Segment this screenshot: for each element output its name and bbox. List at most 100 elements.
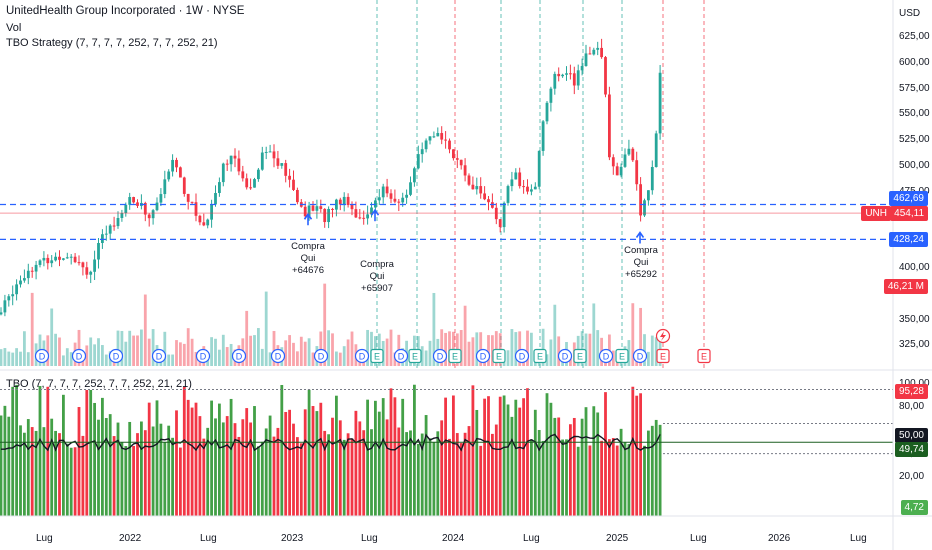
volume-bar <box>194 351 198 366</box>
price-tick-label: 525,00 <box>899 134 930 146</box>
dividend-marker: D <box>432 348 448 364</box>
oscillator-bar <box>370 429 373 516</box>
oscillator-bar <box>576 446 580 516</box>
oscillator-bar <box>233 423 237 516</box>
volume-bar <box>182 343 186 366</box>
candle-body <box>459 159 463 166</box>
volume-bar <box>245 310 249 366</box>
volume-bar <box>596 330 600 366</box>
price-tick-label: 575,00 <box>899 82 930 94</box>
volume-bar <box>77 329 81 366</box>
candle-body <box>549 88 553 103</box>
oscillator-bar <box>280 384 284 516</box>
dividend-marker-label: D <box>437 352 444 362</box>
volume-bar <box>491 335 494 366</box>
candle-body <box>190 201 194 203</box>
oscillator-bar <box>42 427 46 516</box>
dividend-marker-circle <box>432 348 448 364</box>
oscillator-bar <box>198 416 202 516</box>
oscillator-legend[interactable]: TBO (7, 7, 7, 7, 252, 7, 7, 252, 21, 21) <box>6 378 192 390</box>
candle-body <box>179 167 182 178</box>
oscillator-bar <box>565 439 568 516</box>
volume-bar <box>530 332 533 366</box>
oscillator-bar <box>639 393 642 516</box>
currency-label[interactable]: USD <box>899 8 921 19</box>
candle-body <box>522 186 525 188</box>
volume-bar <box>272 330 276 366</box>
candle-body <box>132 197 135 203</box>
oscillator-bar <box>381 398 385 516</box>
osc-upper-tag: 95,28 <box>894 384 928 399</box>
dividend-marker-label: D <box>236 352 243 362</box>
candle-body <box>526 186 529 192</box>
volume-bar <box>186 328 190 366</box>
volume-bar <box>440 329 444 366</box>
volume-bar <box>132 335 135 366</box>
earnings-marker-box <box>656 348 670 364</box>
oscillator-bar <box>502 395 506 516</box>
dividend-marker: D <box>475 348 491 364</box>
candle-body <box>424 140 428 150</box>
candle-body <box>116 218 120 227</box>
oscillator-bar <box>467 426 471 516</box>
oscillator-bar <box>163 442 167 516</box>
volume-bar <box>323 283 327 366</box>
buy-annotation-1-value: +64676 <box>292 265 324 276</box>
oscillator-bar <box>249 422 252 516</box>
osc-tick-label: 20,00 <box>899 470 925 482</box>
oscillator-bar <box>498 396 502 516</box>
candle-body <box>498 219 502 228</box>
candle-body <box>413 168 416 183</box>
dividend-marker-label: D <box>113 352 120 362</box>
candle-body <box>171 159 174 172</box>
oscillator-bar <box>569 424 572 516</box>
candle-body <box>545 102 549 122</box>
oscillator-bar <box>276 427 280 516</box>
volume-bar <box>569 355 572 366</box>
volume-bar <box>101 345 104 366</box>
volume-bar <box>350 331 354 366</box>
oscillator-bar <box>159 423 163 516</box>
candle-body <box>7 296 11 301</box>
oscillator-bar <box>561 439 564 516</box>
symbol-title[interactable]: UnitedHealth Group Incorporated · 1W · N… <box>6 5 245 17</box>
candle-body <box>338 199 342 205</box>
candle-body <box>268 151 272 153</box>
volume-bar <box>190 338 194 366</box>
candle-body <box>253 179 256 188</box>
candle-body <box>214 192 217 205</box>
candle-body <box>588 53 592 55</box>
oscillator-bar <box>346 433 350 516</box>
vol-legend[interactable]: Vol <box>6 22 22 34</box>
volume-bar <box>639 307 642 366</box>
oscillator-bar <box>143 430 147 516</box>
candle-body <box>463 165 467 176</box>
volume-bar <box>338 352 342 366</box>
earnings-marker-label: E <box>577 352 583 362</box>
strategy-legend[interactable]: TBO Strategy (7, 7, 7, 7, 252, 7, 7, 252… <box>6 37 218 49</box>
oscillator-bar <box>650 425 654 516</box>
volume-bar <box>549 339 553 366</box>
candle-body <box>62 258 65 260</box>
event-markers[interactable]: D D D D D D D D D D D D D D D DE E E E E E E E E <box>34 328 711 364</box>
candle-body <box>502 202 506 228</box>
oscillator-bar <box>140 421 143 516</box>
oscillator-bar <box>15 384 18 516</box>
oscillator-bar <box>338 420 342 516</box>
buy-annotation-2: Compra Qui +65907 <box>352 259 402 295</box>
candle-body <box>34 264 38 272</box>
earnings-marker-box <box>370 348 384 364</box>
oscillator-bar <box>463 432 467 516</box>
volume-bar <box>104 354 108 366</box>
oscillator-bar <box>358 421 362 516</box>
oscillator-bar <box>288 409 291 516</box>
earnings-marker-box <box>408 348 422 364</box>
oscillator-bar <box>537 429 541 516</box>
oscillator-bar <box>635 395 639 516</box>
oscillator-bar <box>34 430 38 516</box>
oscillator-bar <box>323 430 327 516</box>
volume-bar <box>463 305 467 366</box>
volume-bar <box>260 348 264 366</box>
oscillator-bar <box>580 418 584 516</box>
